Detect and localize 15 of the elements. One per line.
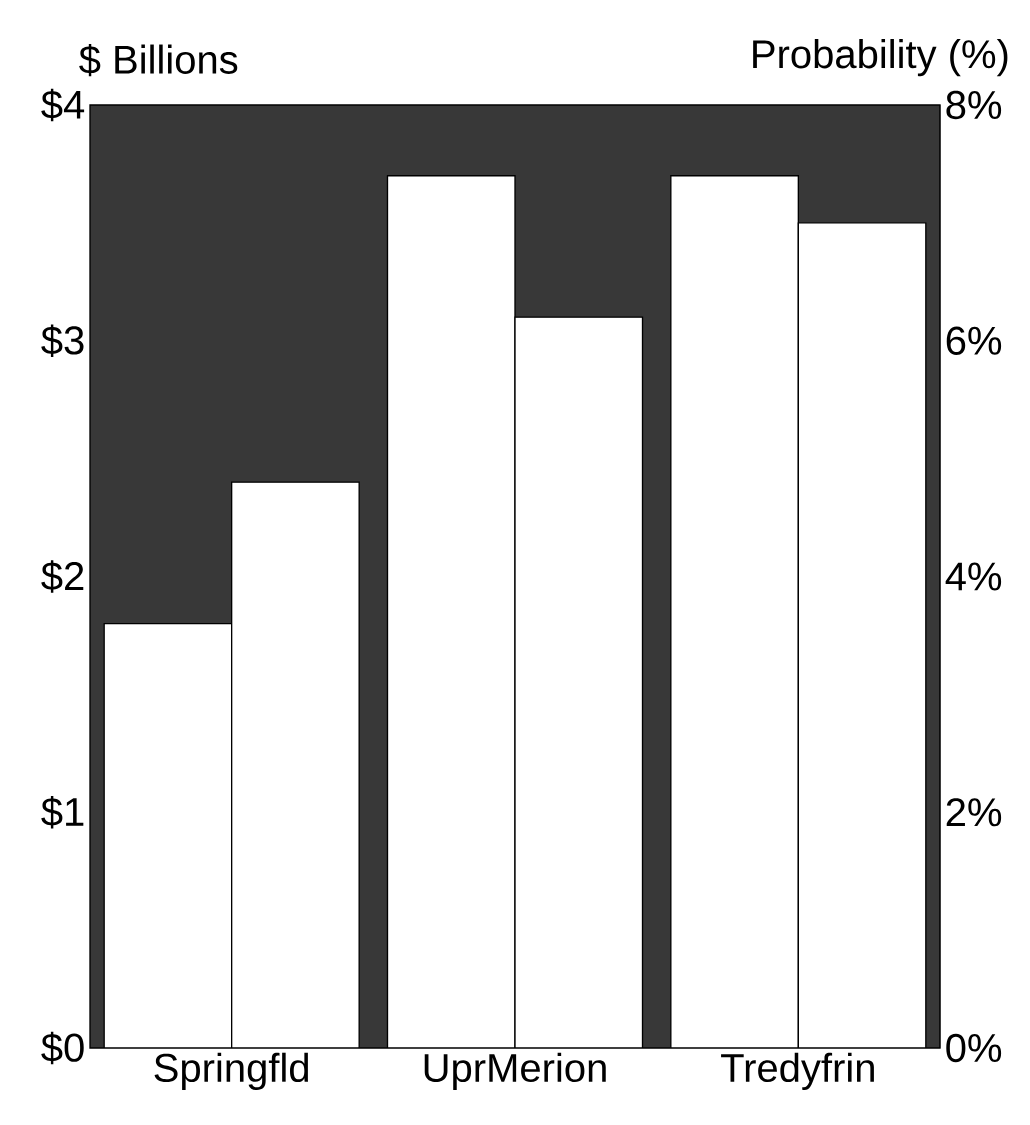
x-tick-label: Springfld	[154, 1052, 309, 1090]
y-tick-label: $2	[41, 560, 84, 593]
y2-tick-label: 8%	[946, 90, 1002, 120]
y2-tick-label: 2%	[946, 798, 1002, 827]
y2-axis-title: Probability (%)	[753, 39, 1008, 77]
y2-tick-label: 6%	[946, 326, 1002, 355]
y-tick-label: $0	[41, 1031, 84, 1065]
y2-tick-label: 0%	[946, 1033, 1002, 1063]
y2-tick-label: 4%	[945, 562, 1002, 591]
x-tick-label: Tredyfrin	[721, 1052, 874, 1090]
x-tick-label: UprMerion	[424, 1052, 606, 1090]
y-axis-title: $ Billions	[79, 43, 238, 77]
y-tick-label: $3	[41, 324, 84, 357]
y-tick-label: $4	[41, 88, 85, 122]
y-tick-label: $1	[41, 796, 84, 829]
